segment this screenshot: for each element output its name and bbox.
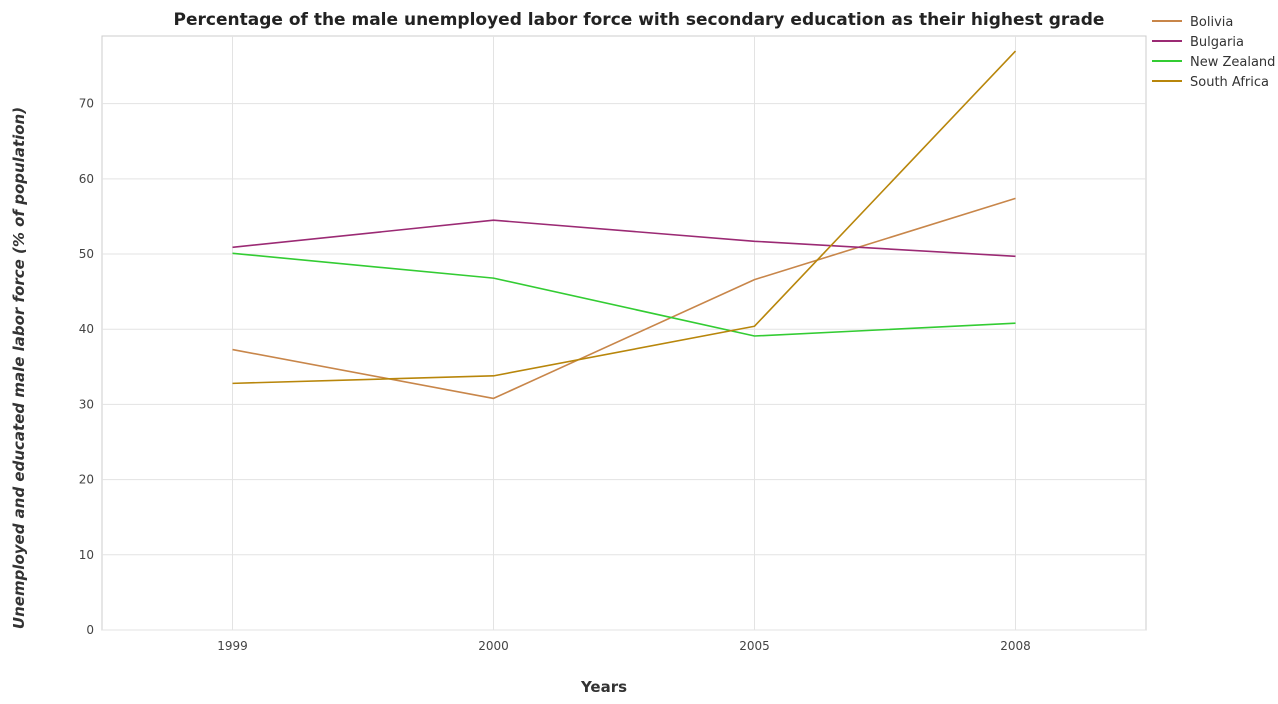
y-tick-label: 0 [86,623,94,637]
y-tick-label: 30 [79,397,94,411]
series-line-bulgaria [232,219,1016,258]
x-tick-label: 1999 [217,639,248,653]
series-line-bolivia [232,197,1016,400]
legend-label: Bolivia [1190,15,1233,30]
x-tick-label: 2005 [739,639,770,653]
y-tick-label: 60 [79,172,94,186]
grid [101,35,1147,631]
chart-title: Percentage of the male unemployed labor … [173,10,1105,30]
x-tick-label: 2008 [1000,639,1031,653]
y-tick-label: 10 [79,548,94,562]
series-lines [232,50,1017,400]
y-tick-label: 70 [79,97,94,111]
y-axis-label: Unemployed and educated male labor force… [10,107,28,629]
legend-label: New Zealand [1190,55,1275,70]
series-line-new-zealand [232,252,1016,337]
legend-label: Bulgaria [1190,35,1244,50]
series-line-south-africa [232,50,1017,385]
legend-label: South Africa [1190,75,1269,90]
y-tick-label: 40 [79,322,94,336]
plot-frame [101,35,1147,631]
axes: 0 10 20 30 40 50 60 70 1999 2000 2005 2008 [79,97,1031,653]
legend: Bolivia Bulgaria New Zealand South Africa [1152,15,1275,90]
y-tick-label: 50 [79,247,94,261]
x-axis-label: Years [580,678,627,696]
x-tick-label: 2000 [478,639,509,653]
y-tick-label: 20 [79,473,94,487]
